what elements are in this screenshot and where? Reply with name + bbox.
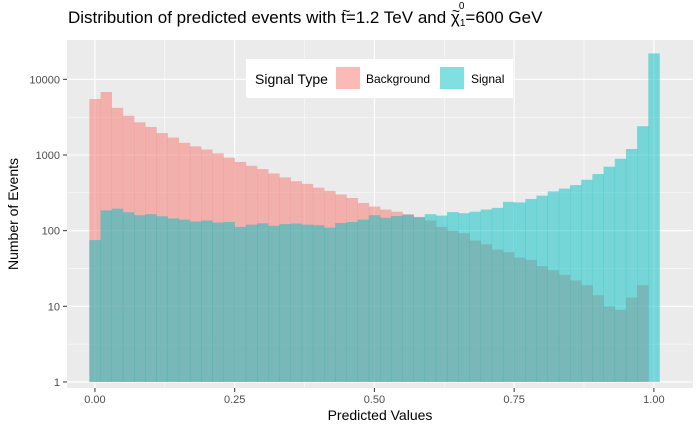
legend: Signal Type Background Signal [246, 59, 513, 98]
signal-bar [346, 222, 358, 382]
signal-bar [603, 166, 616, 382]
signal-bar [391, 216, 403, 382]
signal-bar [458, 213, 470, 382]
signal-bar [581, 179, 593, 382]
signal-bar [435, 215, 448, 382]
x-tick-label: 0.00 [84, 394, 105, 406]
legend-box [246, 59, 513, 98]
signal-bar [201, 220, 213, 382]
signal-bar [558, 188, 571, 382]
signal-bar [134, 215, 146, 382]
signal-bar [447, 212, 459, 382]
signal-bar [178, 219, 191, 382]
signal-bar [592, 174, 604, 382]
signal-bar [324, 227, 336, 382]
signal-bar [290, 223, 303, 382]
signal-bar [614, 158, 627, 382]
signal-bar [257, 223, 269, 382]
y-tick-label: 1000 [36, 150, 60, 162]
signal-bar [536, 195, 548, 382]
chart-title: Distribution of predicted events with ~ t… [68, 1, 543, 29]
signal-bar [111, 208, 124, 382]
y-tick-label: 10000 [29, 74, 60, 86]
signal-bar [100, 210, 113, 382]
signal-bar [245, 224, 258, 382]
signal-bar [625, 149, 638, 382]
title-mid: =1.2 TeV and [345, 8, 451, 27]
signal-bar [312, 225, 325, 382]
x-tick-label: 0.25 [224, 394, 245, 406]
signal-bar [514, 202, 526, 382]
signal-bar [156, 216, 168, 382]
x-axis-title: Predicted Values [328, 407, 433, 423]
signal-bar [480, 209, 493, 382]
legend-key-background [336, 67, 360, 89]
legend-label-signal: Signal [471, 72, 504, 86]
signal-bar [145, 214, 157, 382]
signal-bar [491, 207, 504, 382]
signal-bar [469, 211, 481, 382]
signal-bar [502, 201, 515, 382]
x-tick-label: 1.00 [643, 394, 664, 406]
stop-symbol: ~ t [341, 3, 351, 27]
signal-bar [424, 214, 437, 382]
legend-title: Signal Type [255, 71, 328, 87]
legend-key-signal [440, 67, 464, 89]
signal-bar [268, 225, 280, 382]
title-lead: Distribution of predicted events with [68, 8, 342, 27]
signal-bar [413, 217, 426, 382]
y-tick-label: 10 [48, 301, 60, 313]
axes: 0.00 0.25 0.50 0.75 1.00 1 10 100 1000 10000 [29, 74, 664, 406]
signal-bar [335, 223, 347, 382]
signal-bar [279, 224, 291, 382]
signal-bar [167, 218, 180, 382]
signal-bar [648, 53, 660, 382]
y-tick-label: 100 [42, 226, 60, 238]
y-axis-title: Number of Events [5, 158, 21, 270]
signal-bar [570, 185, 582, 382]
signal-bar [223, 222, 235, 382]
signal-bar [547, 191, 560, 382]
legend-label-background: Background [366, 72, 430, 86]
signal-bar [89, 240, 101, 382]
signal-bar [368, 215, 381, 382]
signal-bars [89, 53, 660, 382]
signal-bar [637, 126, 649, 382]
signal-bar [380, 217, 392, 382]
title-tail: =600 GeV [465, 8, 543, 27]
signal-bar [402, 214, 414, 382]
signal-bar [234, 226, 247, 382]
signal-bar [189, 221, 202, 382]
signal-bar [212, 222, 224, 382]
x-tick-label: 0.50 [364, 394, 385, 406]
signal-bar [357, 219, 370, 382]
neutralino-symbol: ~ χ 0 1 [450, 1, 466, 29]
y-tick-label: 1 [54, 377, 60, 389]
x-tick-label: 0.75 [503, 394, 524, 406]
signal-bar [301, 224, 314, 382]
signal-bar [122, 212, 135, 382]
signal-bar [525, 198, 537, 382]
